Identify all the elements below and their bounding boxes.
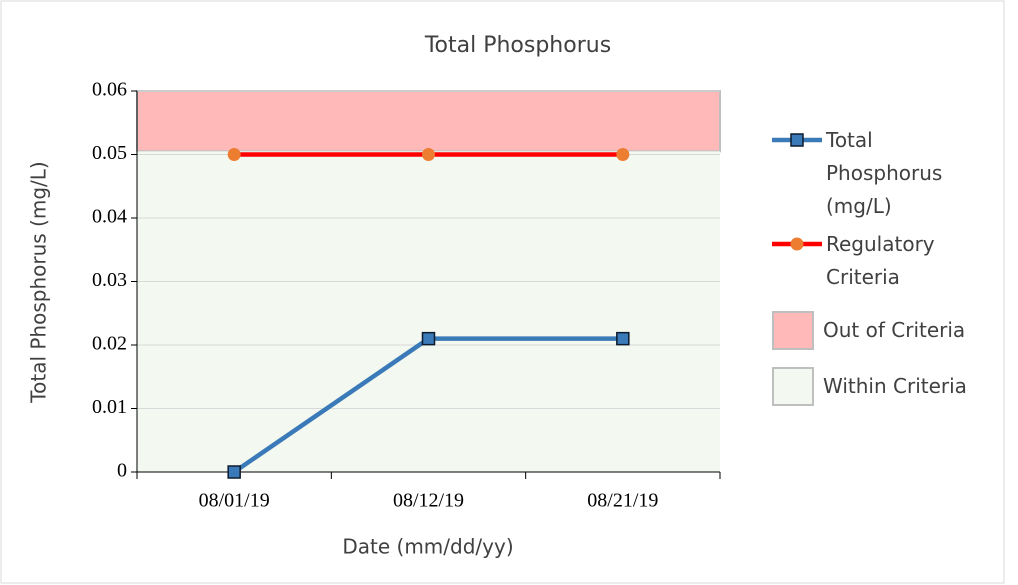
x-tick-label: 08/21/19	[587, 490, 658, 512]
marker	[421, 331, 436, 346]
y-tick-label: 0	[117, 460, 127, 482]
marker	[227, 148, 241, 161]
marker	[227, 465, 241, 479]
criteria-band	[136, 90, 721, 153]
y-tick-label: 0.03	[92, 269, 127, 291]
legend-swatch	[772, 311, 814, 350]
marker	[616, 331, 630, 346]
x-tick-label: 08/12/19	[393, 490, 464, 512]
y-tick-label: 0.05	[92, 142, 127, 164]
y-axis-title: Total Phosphorus (mg/L)	[27, 161, 51, 403]
x-tick-label: 08/01/19	[199, 490, 270, 512]
chart-title: Total Phosphorus	[424, 33, 611, 58]
marker	[790, 133, 804, 147]
marker	[790, 237, 804, 251]
criteria-band	[137, 151, 720, 472]
y-tick-label: 0.01	[92, 396, 127, 418]
legend-label: Regulatory Criteria	[826, 232, 935, 289]
legend-swatch	[772, 367, 814, 406]
y-tick-label: 0.02	[92, 333, 127, 355]
marker	[616, 148, 630, 161]
legend-label: Total Phosphorus (mg/L)	[826, 128, 943, 218]
x-axis-title: Date (mm/dd/yy)	[342, 535, 513, 559]
marker	[422, 148, 435, 161]
y-tick-label: 0.06	[92, 79, 127, 101]
y-tick-label: 0.04	[92, 206, 127, 228]
legend-label: Out of Criteria	[823, 318, 966, 342]
legend-label: Within Criteria	[823, 374, 967, 398]
